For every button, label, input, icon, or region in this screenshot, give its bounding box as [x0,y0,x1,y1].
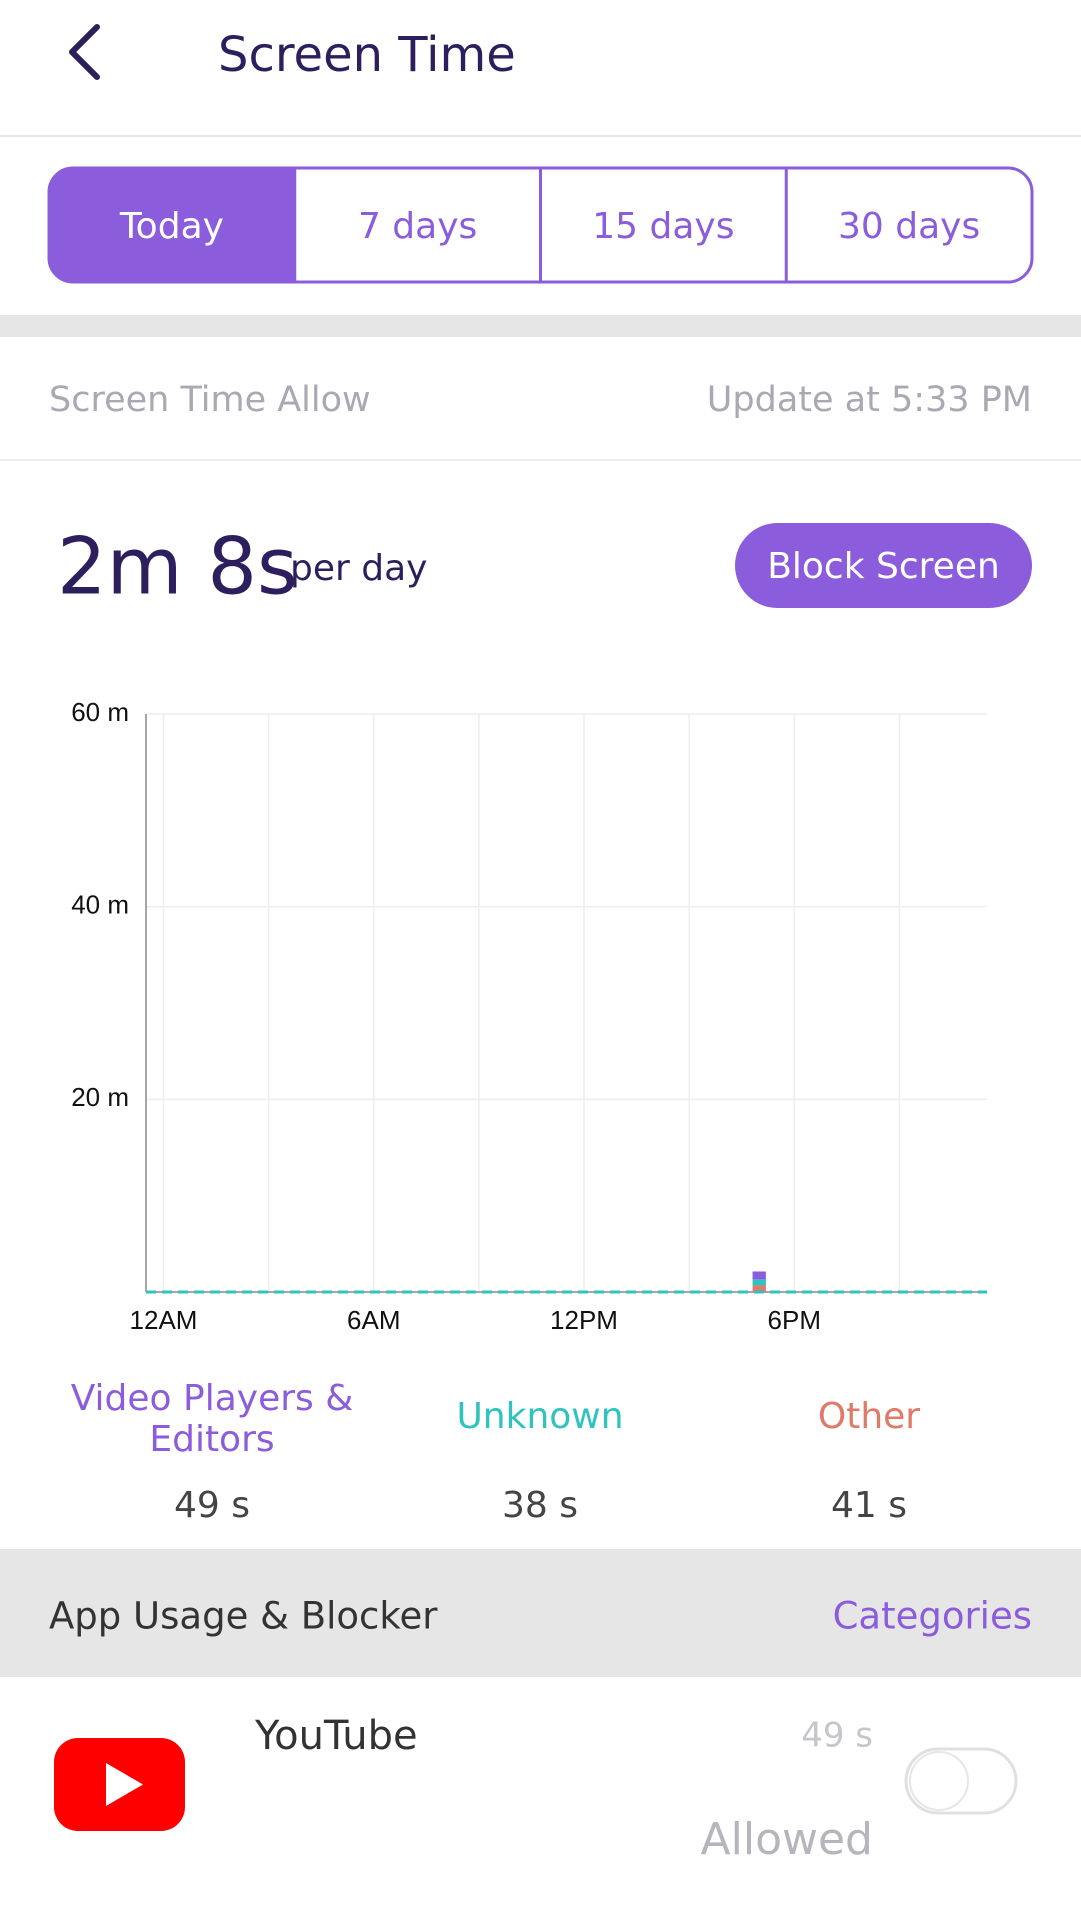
tab[interactable] [540,168,787,282]
section-title: App Usage & Blocker [49,1595,438,1638]
legend-value: 41 s [831,1485,907,1526]
y-tick-label: 60 m [71,697,129,727]
bar-segment [752,1285,766,1292]
tab-label: Today [119,206,224,247]
app-time: 49 s [801,1716,873,1756]
legend-label: Video Players & Editors [71,1378,354,1460]
tab-bar: Today 7 days 15 days 30 days [47,166,1034,284]
section-header [0,1549,1081,1677]
total-unit: per day [290,548,427,589]
y-tick-label: 20 m [71,1082,129,1112]
categories-link[interactable]: Categories [833,1595,1032,1638]
page-title: Screen Time [218,27,516,83]
tab-label: 15 days [592,206,734,247]
legend: Video Players & Editors 49 s Unknown 38 s Oth… [71,1378,921,1526]
play-glyph [106,1763,143,1806]
app-name: YouTube [254,1713,418,1759]
bar-segment [752,1271,766,1280]
toggle-knob [909,1751,969,1811]
tab-outline [47,166,1034,284]
tab[interactable] [786,168,1032,282]
info-label: Screen Time Allow [49,380,371,420]
x-tick-label: 12PM [550,1305,618,1335]
separator-band [0,315,1081,337]
button-label: Block Screen [767,546,1000,587]
block-screen-button[interactable] [735,523,1032,608]
total-time: 2m 8s [57,522,298,612]
app-status: Allowed [701,1814,873,1865]
legend-label: Unknown [456,1396,623,1437]
x-tick-label: 12AM [130,1305,198,1335]
chart: 20 m 40 m 60 m 12AM 6AM 12PM 6PM [71,697,987,1335]
bar-segment [752,1279,766,1286]
legend-label: Other [818,1396,920,1437]
x-tick-label: 6AM [347,1305,400,1335]
x-tick-label: 6PM [768,1305,821,1335]
legend-value: 38 s [502,1485,578,1526]
y-tick-label: 40 m [71,890,129,920]
tab[interactable] [294,168,541,282]
tab-label: 30 days [838,206,980,247]
update-time: Update at 5:33 PM [707,380,1032,420]
legend-value: 49 s [174,1485,250,1526]
tab[interactable] [49,168,295,282]
back-button[interactable] [69,24,100,80]
tab-label: 7 days [358,206,477,247]
